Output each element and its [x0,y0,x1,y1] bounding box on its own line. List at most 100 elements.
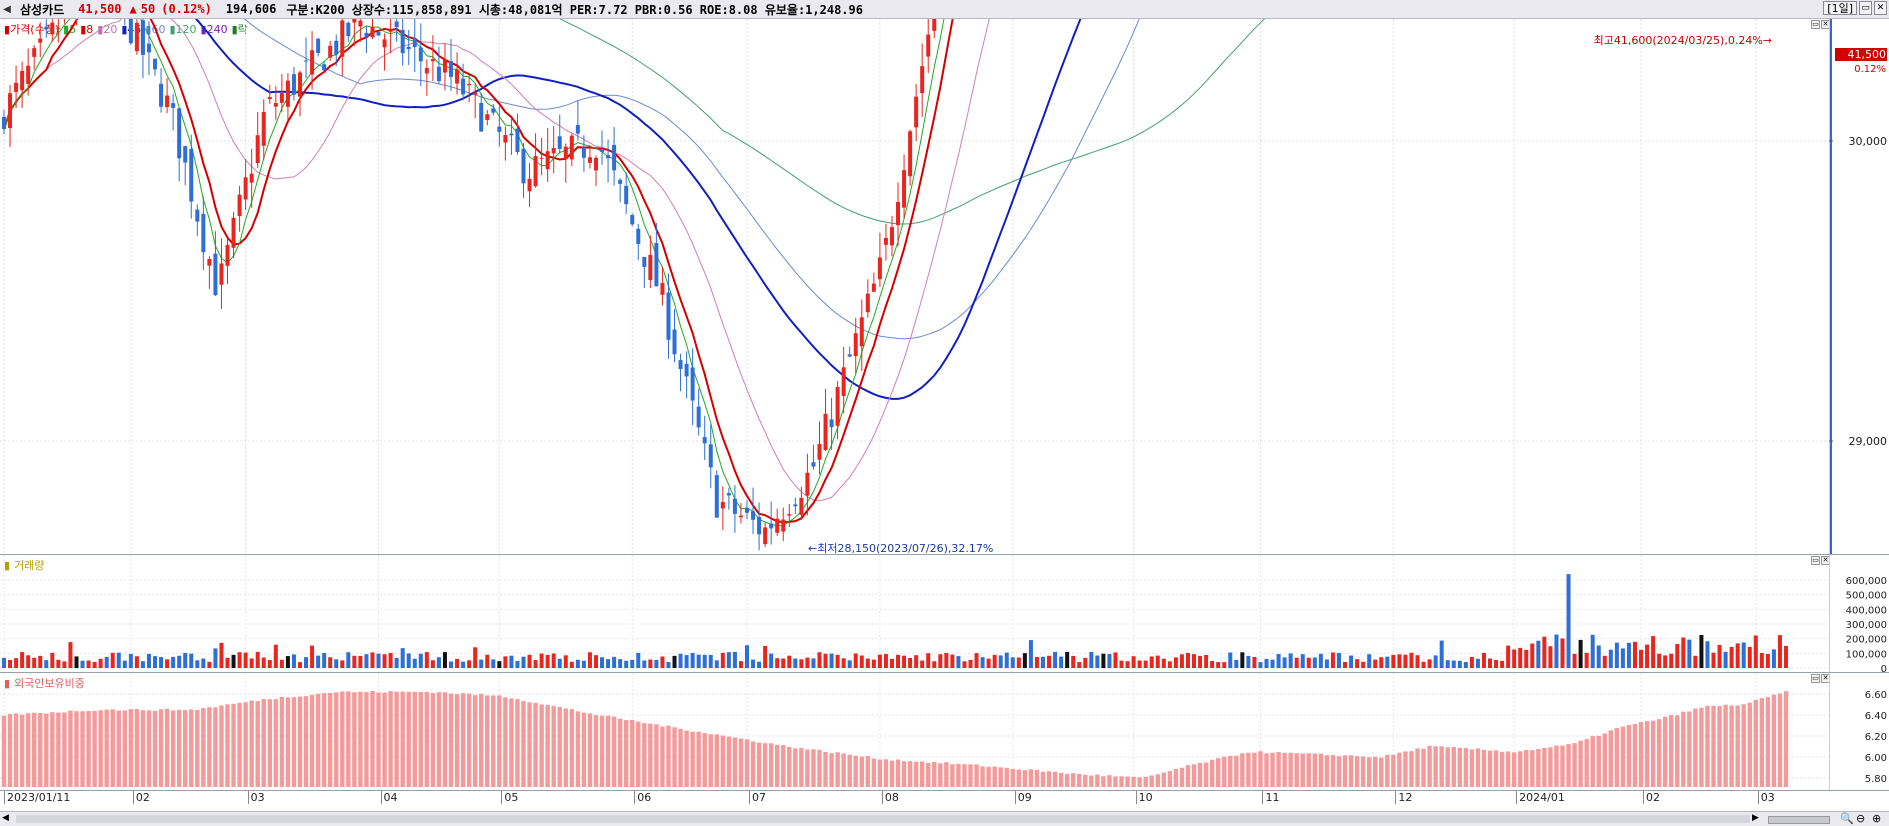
volume-bar [1288,653,1293,668]
x-tick-label: 09 [1014,791,1032,804]
candle-body [805,472,810,496]
zoom-slider[interactable] [1768,816,1830,824]
volume-bar [1222,662,1227,668]
volume-bar [38,655,43,668]
volume-bar [781,658,786,668]
volume-bar [213,648,218,668]
candle-body [219,263,224,285]
foreign-bar [919,761,925,787]
candle-body [26,65,31,84]
scroll-right-icon[interactable]: ▶ [1752,813,1759,823]
legend-exdiv: ▮락 [231,23,248,36]
volume-bar [165,659,170,668]
current-price: 41,500 [78,2,122,16]
zoom-reset-icon[interactable]: ⊖ [1856,812,1866,825]
high-annotation: 최고41,600(2024/03/25),0.24%→ [1594,34,1772,47]
foreign-chart[interactable] [0,673,1829,790]
volume-bar [539,653,544,668]
ma120-line [559,19,1266,225]
volume-bar [1367,654,1372,668]
volume-bar [642,660,647,668]
candle-body [914,96,919,128]
foreign-bar [219,705,224,787]
volume-legend: ▮ 거래량 [4,558,45,573]
volume-bar [672,655,677,668]
chart-scrollbar[interactable]: ◀ ▶ 🔍 ⊖ ⊕ [0,811,1889,826]
foreign-bar [974,764,979,787]
volume-bar [865,658,870,668]
foreign-bar [1765,697,1771,787]
volume-value: 194,606 [225,2,277,16]
candle-body [358,20,363,27]
zoom-in-icon[interactable]: ⊕ [1872,812,1882,825]
candle-body [908,131,913,177]
foreign-bar [1324,755,1330,787]
minimize-icon[interactable]: ▭ [1859,1,1872,15]
scroll-track[interactable] [16,815,1750,823]
volume-bar [1475,658,1480,668]
candle-body [291,74,296,95]
panel-divider[interactable] [0,554,1889,555]
period-button[interactable]: [1일] [1823,1,1857,15]
candle-body [817,443,822,460]
title-bar: ◀ 삼성카드 41,500 ▲ 50 (0.12%) 194,606 구분:K2… [0,0,1889,19]
volume-bar [1089,652,1094,668]
foreign-bar [726,736,732,787]
foreign-bar [1499,751,1505,787]
legend-price: ▮가격(수정) [4,23,60,36]
volume-bar [1022,653,1027,668]
candle-body [563,146,568,159]
volume-bar [1439,640,1444,668]
scroll-left-icon[interactable]: ◀ [2,813,9,823]
candle-body [847,354,852,357]
stock-name: 삼성카드 [20,2,65,17]
foreign-bar [303,696,309,787]
close-icon[interactable]: ✕ [1874,1,1887,15]
panel-divider[interactable] [0,672,1889,673]
left-arrow-icon[interactable]: ◀ [3,3,11,15]
volume-bar [1270,659,1275,668]
foreign-bar [1155,774,1160,787]
volume-bar [630,659,635,668]
volume-bar [932,661,937,668]
ma8-line [3,19,954,524]
volume-bar [1524,649,1529,668]
panel-restore-icon[interactable]: ▭ [1811,20,1820,29]
candle-body [509,133,514,136]
panel-restore-icon[interactable]: ▭ [1811,556,1820,565]
candle-body [436,66,441,82]
price-chart[interactable]: 최고41,600(2024/03/25),0.24%→ ←최저28,150(202… [0,19,1829,554]
volume-bar [1010,657,1015,668]
foreign-bar [1360,756,1366,787]
volume-bar [304,657,309,668]
foreign-bar [944,762,949,787]
volume-bar [1481,652,1486,668]
candle-body [799,497,804,515]
foreign-bar [992,766,997,787]
foreign-bar [291,697,297,787]
panel-restore-icon[interactable]: ▭ [1811,674,1820,683]
volume-bar [593,655,598,668]
candle-body [660,283,665,295]
foreign-bar [950,764,955,787]
candle-body [732,498,737,514]
candle-body [612,144,617,171]
zoom-out-icon[interactable]: 🔍 [1840,812,1854,825]
foreign-bar [1240,753,1245,787]
volume-bar [1614,642,1619,668]
foreign-bar [1783,691,1789,787]
foreign-bar [1040,771,1046,787]
volume-bar [944,652,949,668]
candle-body [920,66,925,94]
volume-bar [1421,661,1426,668]
foreign-bar [696,731,701,787]
volume-bar [1632,641,1637,668]
candle-body [273,103,278,107]
volume-chart[interactable] [0,555,1829,672]
foreign-bar [285,697,291,787]
volume-bar [612,656,617,668]
candle-body [128,19,133,44]
volume-bar [1445,660,1450,668]
volume-bar [376,653,381,668]
foreign-bar [1318,753,1324,787]
